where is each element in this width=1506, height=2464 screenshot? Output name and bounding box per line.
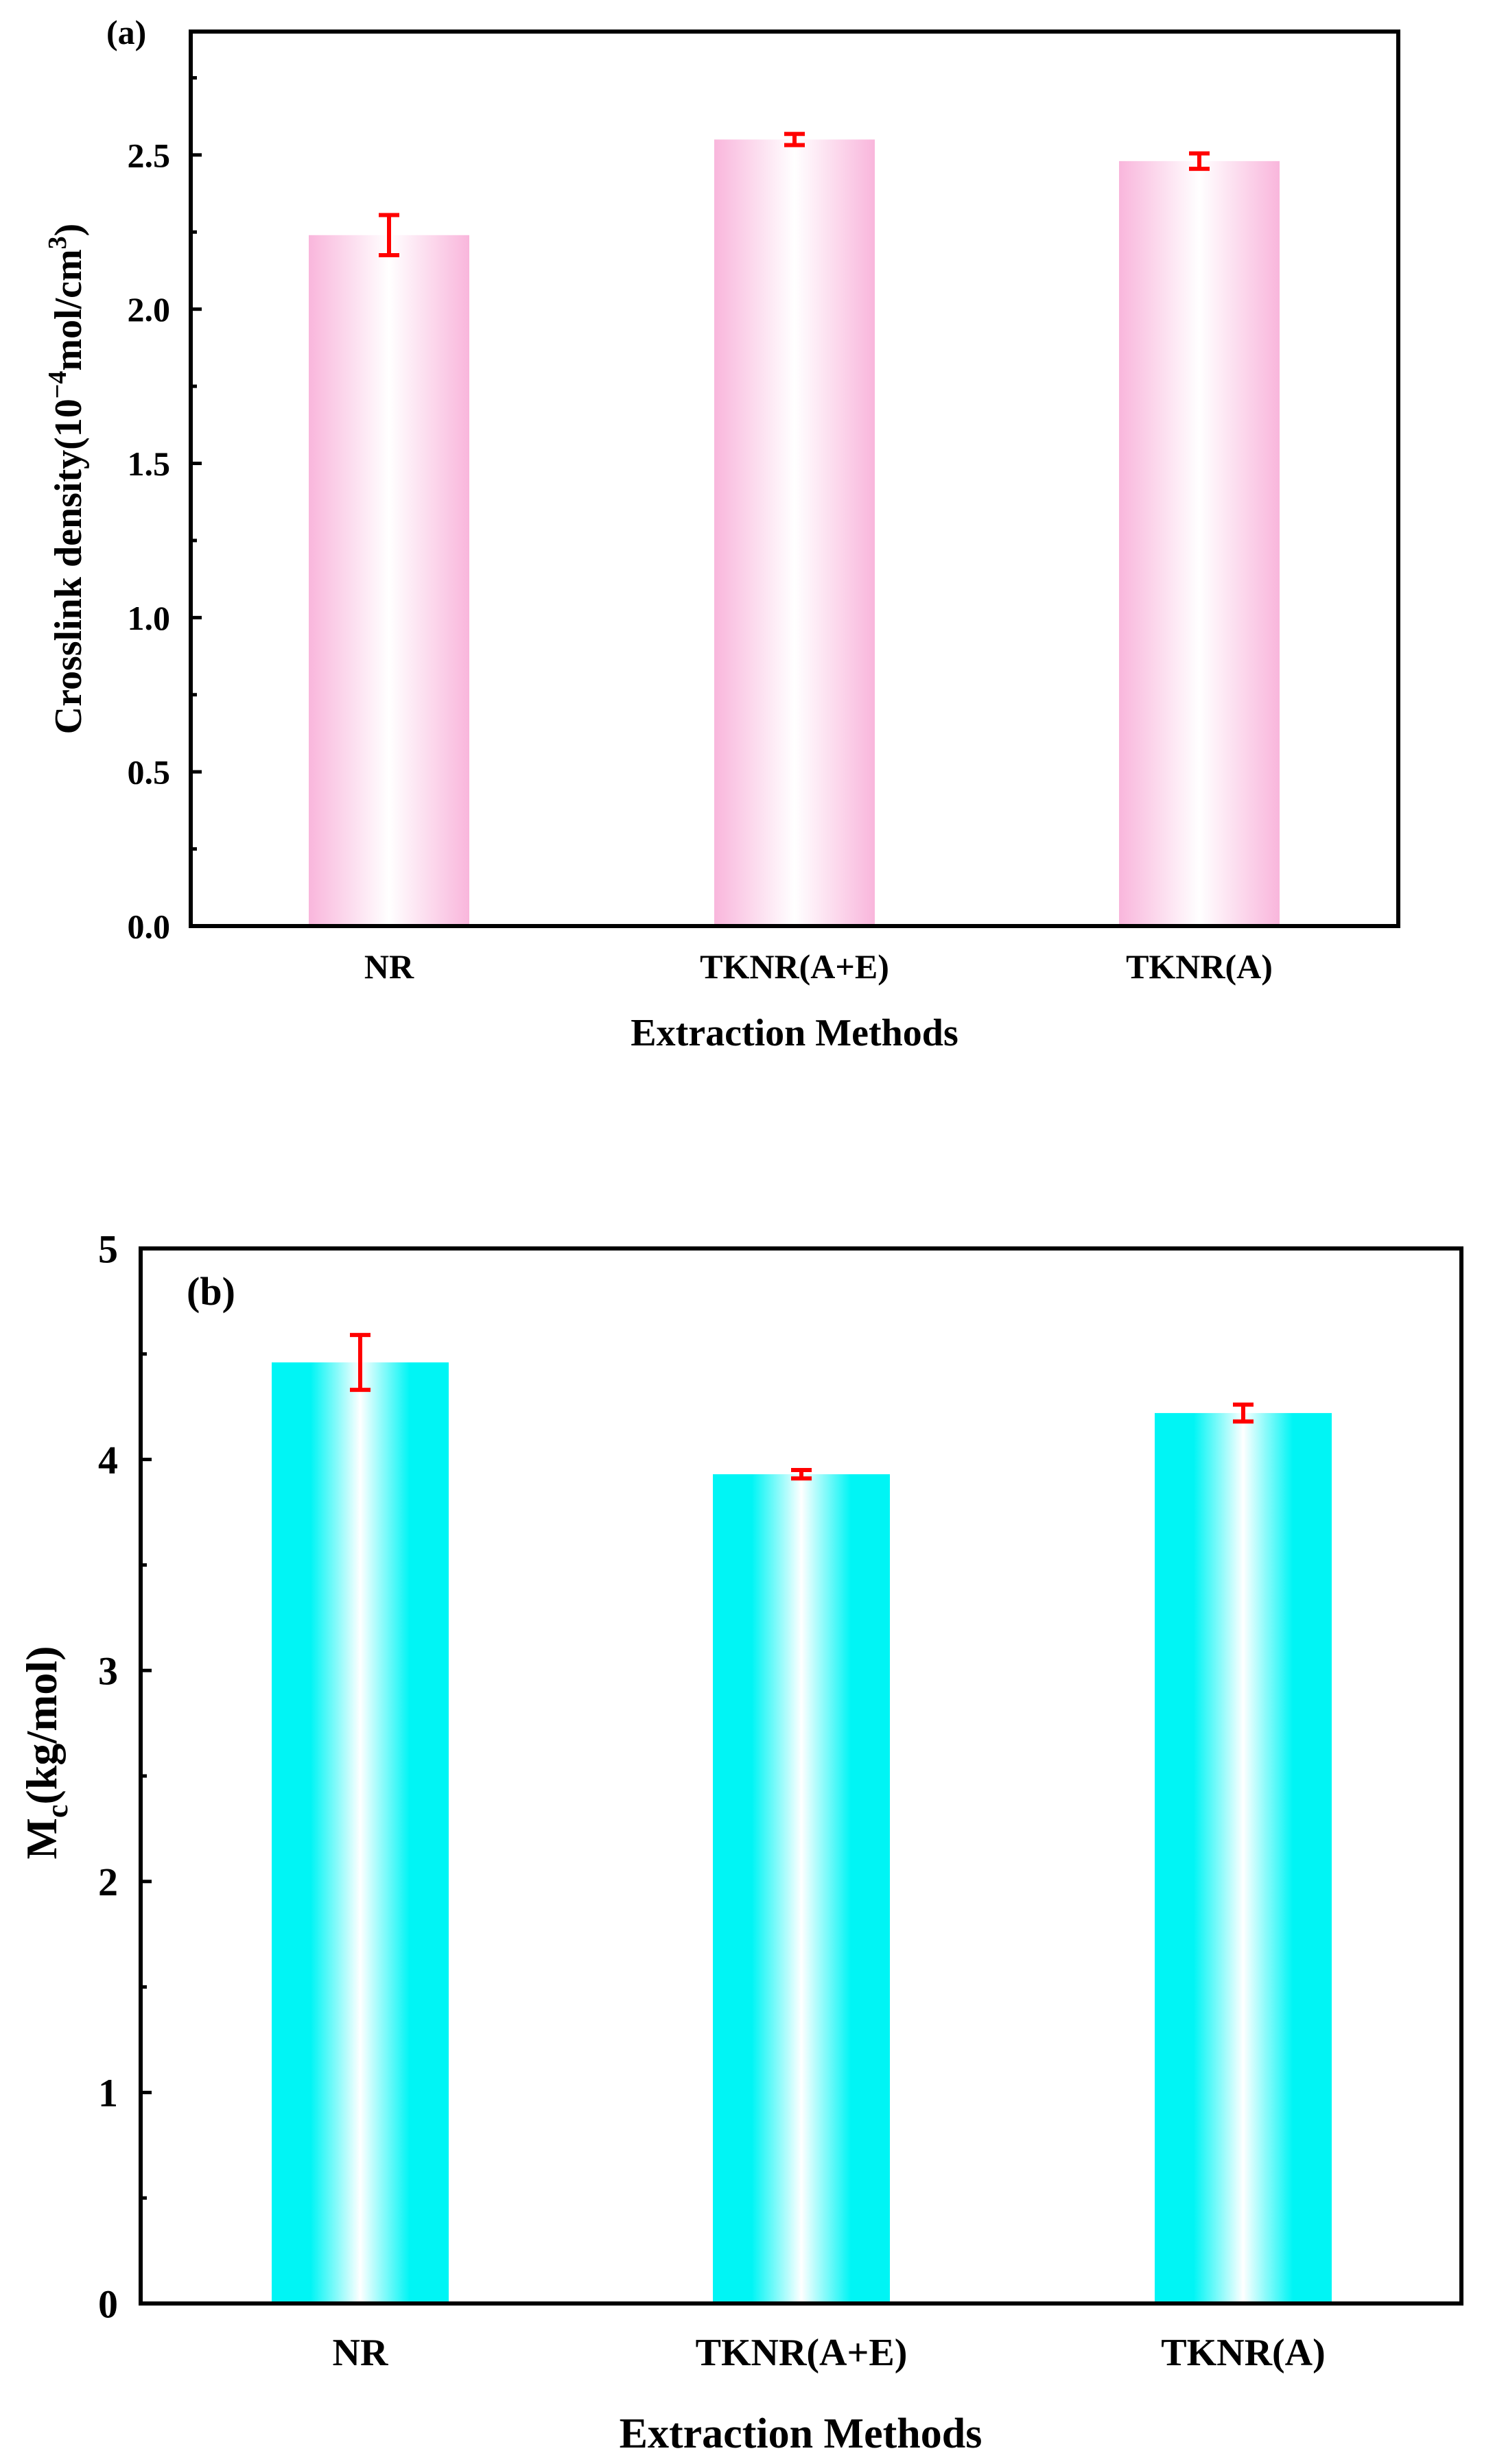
panel-a-ylabel-unit: mol/cm — [47, 249, 90, 370]
panel-b-ytick-label-5: 5 — [98, 1227, 118, 1271]
panel-b-bar-0 — [272, 1362, 449, 2303]
panel-a-error-bar-0 — [379, 213, 399, 257]
chart-panel-b: (b) 0 1 2 3 4 5 NR TKNR(A+E) TKNR(A) Extraction… — [17, 1227, 1463, 2457]
panel-b-error-bar-0 — [350, 1333, 370, 1393]
panel-a-error-bar-1 — [784, 132, 805, 147]
panel-a-bar-2 — [1119, 161, 1280, 926]
panel-b-ytick-label-1: 1 — [98, 2071, 118, 2116]
panel-a-bar-1 — [714, 139, 875, 927]
panel-b-xtick-label-2: TKNR(A) — [1161, 2332, 1326, 2374]
panel-b-ytick-label-3: 3 — [98, 1649, 118, 1694]
panel-b-label: (b) — [187, 1269, 235, 1314]
panel-a-ytick-label-3: 1.5 — [128, 445, 171, 483]
panel-b-bar-1 — [713, 1474, 890, 2303]
panel-b-error-bar-2 — [1233, 1402, 1254, 1424]
panel-a-bar-0 — [309, 235, 469, 926]
panel-a-ylabel-exp: −4 — [43, 371, 72, 399]
chart-panel-a: (a) 0.0 0.5 1.0 1.5 2.0 2.5 NR TKNR(A+E) TKNR(A… — [43, 13, 1400, 1054]
panel-b-ytick-label-0: 0 — [98, 2282, 118, 2326]
panel-a-frame — [189, 29, 1400, 928]
panel-a-ytick-label-2: 1.0 — [128, 599, 171, 637]
panel-b-bars — [272, 1362, 1332, 2303]
panel-a-xtick-label-1: TKNR(A+E) — [700, 947, 889, 986]
panel-a-ytick-label-4: 2.0 — [128, 290, 171, 329]
panel-a-x-axis-title: Extraction Methods — [631, 1012, 958, 1054]
panel-a-ytick-label-0: 0.0 — [128, 908, 171, 946]
panel-b-y-axis-title: Mc(kg/mol) — [17, 1646, 74, 1859]
panel-b-x-axis-title: Extraction Methods — [620, 2410, 983, 2457]
panel-b-x-tick-labels: NR TKNR(A+E) TKNR(A) — [333, 2332, 1326, 2374]
panel-a-ylabel-main: Crosslink density(10 — [47, 399, 90, 734]
panel-a-xtick-label-2: TKNR(A) — [1126, 947, 1273, 986]
panel-a-label: (a) — [106, 13, 146, 51]
panel-b-ylabel-main: M — [17, 1818, 66, 1859]
panel-a-ytick-label-1: 0.5 — [128, 753, 171, 792]
panel-b-error-bars — [350, 1333, 1254, 1481]
panel-a-ylabel-close: ) — [47, 224, 90, 237]
panel-b-ylabel-sub: c — [40, 1805, 74, 1819]
panel-b-error-bar-1 — [791, 1467, 812, 1481]
panel-a-error-bars — [379, 132, 1210, 257]
panel-b-xtick-label-1: TKNR(A+E) — [696, 2332, 908, 2374]
panel-a-xtick-label-0: NR — [364, 947, 414, 986]
panel-b-y-ticks: 0 1 2 3 4 5 — [98, 1227, 152, 2326]
panel-b-ytick-label-2: 2 — [98, 1860, 118, 1904]
panel-a-error-bar-2 — [1189, 151, 1210, 171]
panel-a-bars — [309, 139, 1280, 927]
panel-b-ytick-label-4: 4 — [98, 1438, 118, 1482]
panel-b-xtick-label-0: NR — [333, 2332, 388, 2374]
panel-b-frame — [139, 1246, 1463, 2306]
panel-a-ylabel-unit-exp: 3 — [43, 236, 72, 249]
panel-b-bar-2 — [1155, 1412, 1332, 2303]
panel-a-x-tick-labels: NR TKNR(A+E) TKNR(A) — [364, 947, 1273, 986]
panel-a-y-axis-title: Crosslink density(10−4mol/cm3) — [43, 224, 90, 735]
panel-a-ytick-label-5: 2.5 — [128, 136, 171, 174]
panel-a-y-ticks: 0.0 0.5 1.0 1.5 2.0 2.5 — [128, 75, 202, 946]
panel-b-ylabel-rest: (kg/mol) — [17, 1646, 66, 1804]
